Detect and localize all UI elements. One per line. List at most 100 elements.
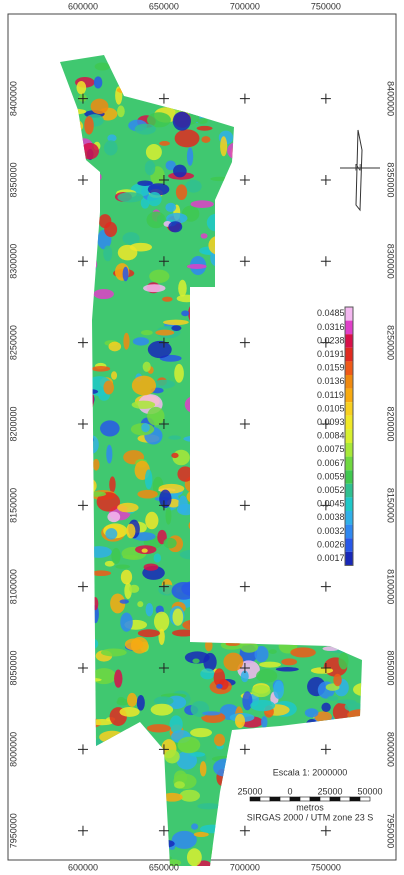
legend-label: 0.0075: [317, 444, 345, 454]
legend-swatch: [345, 388, 353, 403]
grid-cross: [239, 500, 250, 511]
x-tick-label: 750000: [311, 1, 341, 11]
y-tick-label: 8100000: [386, 569, 396, 604]
scale-segment: [339, 796, 351, 802]
scale-segment: [359, 796, 371, 802]
scale-segment: [329, 796, 341, 802]
grid-cross: [77, 174, 88, 185]
scale-label: 25000: [237, 786, 262, 796]
x-tick-label: 600000: [68, 862, 98, 872]
y-tick-label: 8250000: [386, 325, 396, 360]
y-tick-label: 8350000: [8, 162, 18, 197]
legend-swatch: [345, 443, 353, 457]
grid-cross: [239, 256, 250, 267]
grid-cross: [77, 825, 88, 836]
grid-cross: [320, 337, 331, 348]
legend-label: 0.0026: [317, 539, 345, 549]
y-tick-label: 8000000: [386, 732, 396, 767]
grid-cross: [158, 825, 169, 836]
grid-cross: [320, 93, 331, 104]
grid-cross: [320, 174, 331, 185]
legend-swatch: [345, 320, 353, 335]
legend-swatch: [345, 524, 353, 539]
x-tick-label: 650000: [149, 862, 179, 872]
grid-cross: [77, 500, 88, 511]
y-tick-label: 8300000: [8, 244, 18, 279]
grid-cross: [239, 174, 250, 185]
y-tick-label: 8200000: [8, 406, 18, 441]
scale-label: 25000: [317, 786, 342, 796]
legend-swatch: [345, 307, 353, 321]
grid-cross: [239, 418, 250, 429]
y-tick-label: 8250000: [8, 325, 18, 360]
grid-cross: [320, 418, 331, 429]
crs-label: SIRGAS 2000 / UTM zone 23 S: [247, 812, 374, 822]
grid-cross: [320, 744, 331, 755]
y-tick-label: 8200000: [386, 406, 396, 441]
legend-label: 0.0017: [317, 553, 345, 563]
grid-cross: [158, 663, 169, 674]
legend-label: 0.0316: [317, 322, 345, 332]
legend-swatch: [345, 551, 353, 566]
legend-frame: [344, 306, 354, 566]
legend-swatch: [345, 470, 353, 484]
x-tick-label: 650000: [149, 1, 179, 11]
grid-cross: [239, 663, 250, 674]
legend-swatch: [345, 511, 353, 525]
y-tick-label: 7950000: [8, 813, 18, 848]
scale-segment: [269, 796, 281, 802]
legend-label: 0.0045: [317, 499, 345, 509]
grid-cross: [239, 825, 250, 836]
y-tick-label: 8300000: [386, 244, 396, 279]
y-tick-label: 7950000: [386, 813, 396, 848]
legend-label: 0.0119: [317, 390, 344, 400]
scale-label: 50000: [357, 786, 382, 796]
y-tick-label: 8100000: [8, 569, 18, 604]
x-tick-label: 700000: [230, 1, 260, 11]
north-arrow: N: [340, 129, 380, 212]
legend-label: 0.0136: [317, 376, 345, 386]
y-tick-label: 8350000: [386, 162, 396, 197]
grid-cross: [77, 581, 88, 592]
legend-swatch: [345, 429, 353, 443]
grid-cross: [158, 744, 169, 755]
grid-cross: [77, 93, 88, 104]
grid-cross: [158, 418, 169, 429]
y-tick-label: 8150000: [386, 488, 396, 523]
scale-segment: [349, 796, 361, 802]
legend-swatch: [345, 375, 353, 389]
grid-cross: [77, 744, 88, 755]
grid-cross: [320, 581, 331, 592]
scale-segment: [259, 796, 271, 802]
legend-swatch: [345, 497, 353, 511]
legend-label: 0.0485: [317, 308, 345, 318]
legend-swatch: [345, 456, 353, 471]
y-tick-label: 8150000: [8, 488, 18, 523]
legend-swatch: [345, 538, 353, 552]
y-tick-label: 8050000: [386, 650, 396, 685]
grid-cross: [77, 418, 88, 429]
grid-cross: [320, 663, 331, 674]
legend-swatch: [345, 361, 353, 375]
scale-segment: [279, 796, 291, 802]
grid-cross: [77, 663, 88, 674]
legend-label: 0.0159: [317, 363, 345, 373]
scale-segment: [299, 796, 311, 802]
legend-label: 0.0038: [317, 512, 345, 522]
legend-swatch: [345, 402, 353, 416]
grid-cross: [239, 581, 250, 592]
scale-unit: metros: [296, 802, 324, 812]
grid-cross: [158, 500, 169, 511]
y-tick-label: 8000000: [8, 732, 18, 767]
y-tick-label: 8050000: [8, 650, 18, 685]
grid-cross: [239, 93, 250, 104]
scale-label: 0: [287, 786, 292, 796]
legend-swatch: [345, 347, 353, 362]
legend-swatch: [345, 483, 353, 498]
legend-label: 0.0059: [317, 471, 345, 481]
y-tick-label: 8400000: [8, 81, 18, 116]
x-tick-label: 700000: [230, 862, 260, 872]
legend-swatch: [345, 415, 353, 430]
legend-swatch: [345, 334, 353, 348]
